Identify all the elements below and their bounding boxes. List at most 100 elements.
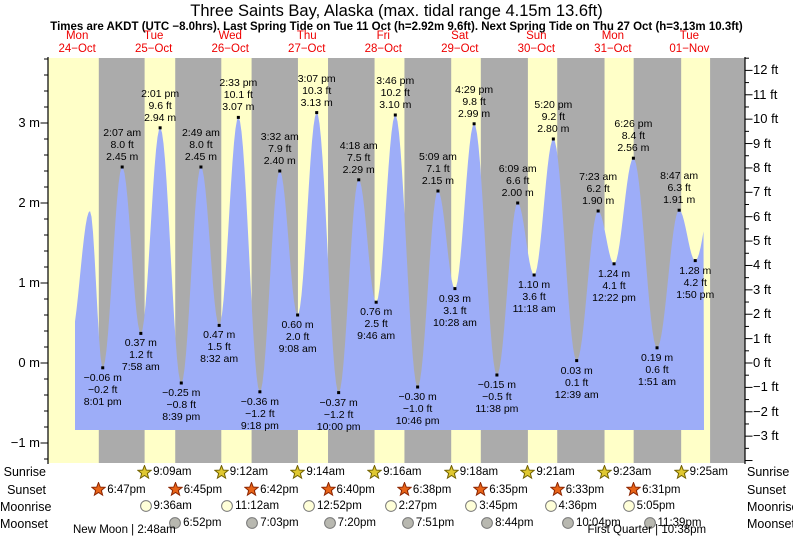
axis-ticks (40, 57, 753, 462)
annotation-m: 2.15 m (421, 175, 455, 187)
annotation-m: 2.00 m (501, 187, 534, 199)
tide-extreme-dot (357, 178, 361, 182)
tide-extreme-dot (416, 385, 420, 389)
moonset-icon (562, 517, 574, 529)
moonrise-time: 3:45pm (479, 500, 518, 512)
sunrise-row-label-left: Sunrise (3, 465, 46, 479)
tide-annotation-low: 1.10 m 3.6 ft 11:18 am (513, 279, 556, 315)
moonrise-time: 9:36am (153, 500, 192, 512)
sunrise-entry: 9:18am (443, 464, 498, 480)
annotation-ft: 3.1 ft (443, 304, 467, 317)
tide-extreme-dot (217, 323, 221, 327)
annotation-ft: 4.1 ft (602, 279, 626, 292)
annotation-m: 2.45 m (184, 151, 217, 163)
day-dow: Wed (218, 30, 242, 42)
moonrise-row-label-left: Moonrise (0, 499, 52, 514)
moonset-time: 6:52pm (183, 517, 222, 529)
day-date: 27−Oct (288, 43, 326, 55)
page-subtitle: Times are AKDT (UTC −8.0hrs). Last Sprin… (50, 21, 743, 33)
tide-extreme-dot (393, 113, 397, 117)
sunset-time: 6:38pm (412, 483, 452, 496)
annotation-m: −0.30 m (398, 391, 437, 403)
left-axis-label: 1 m (18, 275, 40, 290)
sunrise-icon (290, 464, 306, 479)
annotation-m: 1.90 m (582, 195, 615, 207)
day-dow: Sun (526, 30, 547, 42)
annotation-ft: −1.2 ft (245, 407, 275, 420)
annotation-time: 9:08 am (278, 343, 317, 355)
right-axis-label: 9 ft (753, 135, 772, 151)
sunset-time: 6:47pm (107, 483, 146, 496)
annotation-ft: 2.0 ft (285, 331, 310, 343)
annotation-ft: 8.0 ft (110, 139, 134, 151)
moonrise-time: 2:27pm (398, 500, 437, 512)
sunset-icon (91, 482, 107, 497)
tide-annotation-low: 1.28 m 4.2 ft 1:50 pm (676, 265, 714, 301)
moonrise-time: 4:36pm (558, 500, 597, 512)
tide-annotation-high: 5:20 pm 9.2 ft 2.80 m (534, 99, 572, 135)
day-dow: Mon (65, 30, 89, 42)
day-date: 24−Oct (58, 43, 96, 55)
sunset-entry: 6:31pm (626, 482, 681, 497)
tide-extreme-dot (575, 359, 579, 363)
moonrise-entry: 11:12am (220, 499, 279, 513)
day-label: Mon 31−Oct (594, 30, 631, 56)
day-date: 28−Oct (364, 43, 402, 55)
moonrise-entry: 9:36am (139, 499, 192, 513)
moonset-icon (323, 517, 336, 529)
annotation-ft: 2.5 ft (364, 318, 388, 331)
tide-annotation-high: 7:23 am 6.2 ft 1.90 m (579, 171, 617, 207)
sunset-icon (626, 482, 642, 497)
day-date: 29−Oct (441, 43, 479, 55)
annotation-ft: 1.5 ft (207, 341, 231, 354)
annotation-time: 5:09 am (418, 151, 457, 163)
tide-extreme-dot (278, 169, 282, 173)
moonset-entry: 10:04pm (561, 516, 621, 530)
annotation-time: 1:51 am (638, 375, 677, 388)
sunrise-icon (213, 464, 229, 479)
day-dow: Thu (296, 30, 317, 42)
sunset-time: 6:35pm (489, 483, 528, 496)
annotation-m: 2.94 m (144, 111, 177, 124)
page-title: Three Saints Bay, Alaska (max. tidal ran… (190, 2, 603, 20)
sunset-entry: 6:47pm (91, 482, 146, 497)
sunset-icon (244, 482, 260, 497)
annotation-ft: 7.9 ft (268, 143, 292, 155)
annotation-m: 2.40 m (263, 155, 296, 167)
annotation-time: 8:39 pm (162, 411, 201, 423)
annotation-m: 1.28 m (679, 264, 712, 277)
annotation-m: −0.25 m (162, 387, 201, 399)
tide-annotation-high: 2:33 pm 10.1 ft 3.07 m (219, 77, 257, 113)
day-date: 25−Oct (134, 43, 173, 55)
moonset-entry: 11:39pm (643, 516, 701, 530)
sunrise-time: 9:16am (383, 466, 422, 478)
annotation-m: 1.24 m (597, 267, 631, 280)
sunset-time: 6:45pm (183, 483, 223, 496)
annotation-m: 2.29 m (342, 163, 375, 176)
tide-annotation-low: −0.36 m −1.2 ft 9:18 pm (241, 396, 279, 432)
annotation-time: 5:20 pm (534, 99, 573, 111)
annotation-time: 3:46 pm (376, 75, 415, 87)
annotation-time: 6:09 am (498, 163, 537, 175)
day-dow: Tue (143, 30, 164, 42)
tide-extreme-dot (655, 346, 659, 350)
tide-annotation-low: 0.93 m 3.1 ft 10:28 am (433, 293, 477, 329)
annotation-ft: −0.5 ft (482, 391, 512, 403)
tide-annotation-high: 6:26 pm 8.4 ft 2.56 m (614, 118, 652, 154)
annotation-m: −0.37 m (319, 396, 358, 409)
annotation-time: 2:49 am (181, 127, 220, 139)
annotation-time: 10:28 am (433, 316, 477, 329)
sunset-entry: 6:38pm (396, 482, 452, 497)
annotation-m: 2.56 m (617, 142, 650, 155)
moonrise-time: 11:12am (235, 500, 280, 512)
annotation-time: 1:50 pm (676, 288, 715, 301)
tide-extreme-dot (436, 189, 440, 193)
sunset-time: 6:42pm (260, 483, 299, 496)
sunset-entry: 6:42pm (244, 482, 298, 497)
annotation-ft: 7.5 ft (347, 151, 371, 164)
annotation-time: 3:32 am (260, 131, 299, 143)
moonrise-icon (622, 500, 635, 512)
annotation-time: 2:07 am (103, 127, 142, 139)
tide-annotation-low: −0.25 m −0.8 ft 8:39 pm (162, 387, 200, 423)
annotation-time: 8:47 am (660, 170, 699, 183)
